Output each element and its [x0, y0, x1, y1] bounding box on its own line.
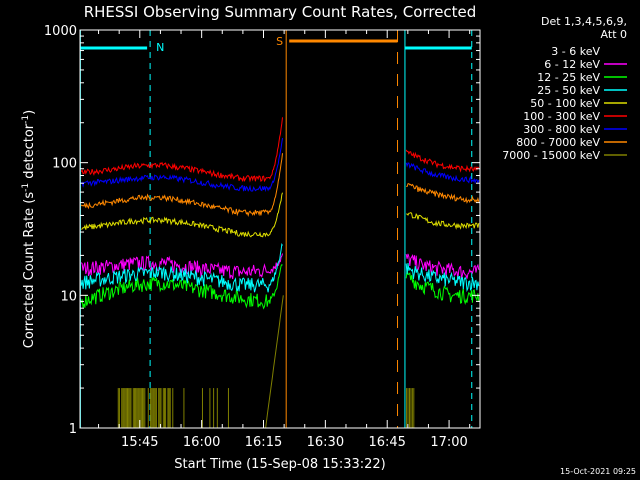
x-tick-label: 16:45	[368, 435, 405, 450]
series-line-early	[81, 192, 283, 238]
legend-label: 12 - 25 keV	[537, 71, 600, 84]
x-tick-label: 16:00	[183, 435, 220, 450]
legend-label: 300 - 800 keV	[523, 123, 600, 136]
x-tick-label: 17:00	[430, 435, 467, 450]
series-line-early	[80, 253, 283, 280]
timestamp: 15-Oct-2021 09:25	[560, 467, 636, 476]
series-line-early	[80, 117, 283, 183]
x-tick-label: 16:15	[245, 435, 282, 450]
x-tick-label: 16:30	[307, 435, 344, 450]
x-axis: 15:45 16:00 16:15 16:30 16:45 17:00	[98, 30, 471, 450]
series-line-early	[80, 263, 283, 310]
y-tick-label: 10	[60, 289, 77, 304]
series-line-late	[405, 149, 480, 173]
y-axis-label: Corrected Count Rate (s-1 detector-1)	[21, 110, 37, 348]
series-line-late	[405, 263, 480, 293]
series-line-late	[405, 253, 480, 279]
x-tick-label: 15:45	[121, 435, 158, 450]
series-line-late	[405, 269, 480, 306]
legend-header-line1: Det 1,3,4,5,6,9,	[541, 15, 627, 28]
plot-frame	[79, 29, 481, 429]
y-tick-label: 1000	[44, 24, 77, 39]
series-line-early	[80, 153, 283, 217]
y-tick-label: 100	[52, 157, 77, 172]
series-line-early	[80, 138, 283, 193]
legend-header-line2: Att 0	[601, 28, 627, 41]
legend-label: 25 - 50 keV	[537, 84, 600, 97]
legend-label: 800 - 7000 keV	[516, 136, 600, 149]
series-line-late	[406, 212, 480, 230]
saa-label: S	[276, 35, 283, 48]
series-line-high-energy	[265, 295, 284, 429]
series-line-late	[406, 183, 480, 204]
legend-label: 7000 - 15000 keV	[502, 149, 600, 162]
legend-label: 100 - 300 keV	[523, 110, 600, 123]
chart-title: RHESSI Observing Summary Count Rates, Co…	[84, 3, 477, 21]
y-tick-label: 1	[69, 422, 77, 437]
legend-label: 3 - 6 keV	[551, 45, 600, 58]
legend-label: 6 - 12 keV	[544, 58, 600, 71]
night-label: N	[156, 41, 164, 54]
x-axis-label: Start Time (15-Sep-08 15:33:22)	[174, 457, 385, 472]
legend-label: 50 - 100 keV	[530, 97, 600, 110]
y-axis: 1 10 100 1000	[44, 24, 480, 437]
series-line-early	[80, 242, 283, 293]
series-line-late	[405, 162, 480, 185]
